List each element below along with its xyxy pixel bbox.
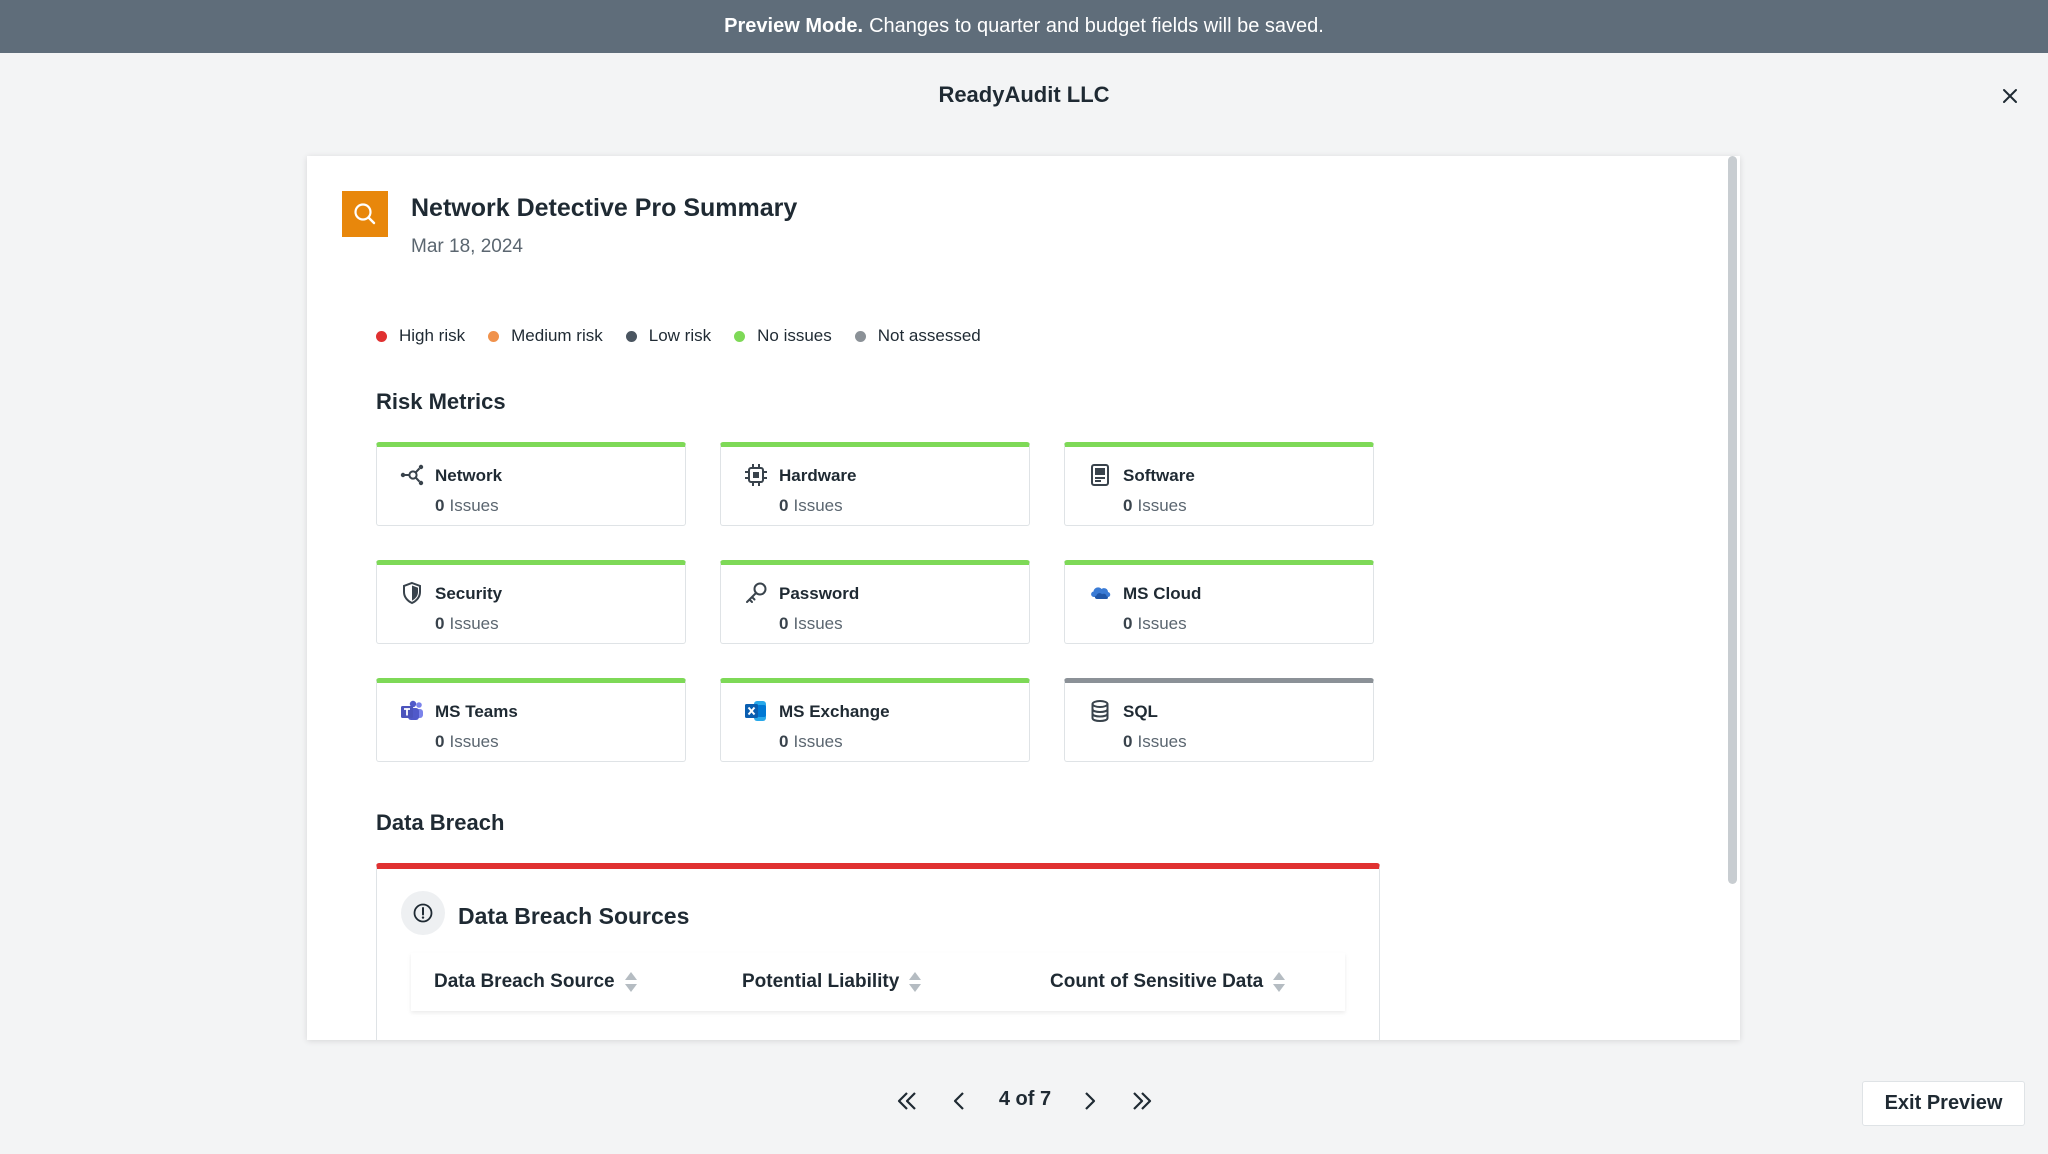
- preview-banner: Preview Mode. Changes to quarter and bud…: [0, 0, 2048, 53]
- metric-issue-count: 0 Issues: [435, 614, 499, 633]
- legend-low-risk: Low risk: [625, 326, 712, 346]
- preview-banner-bold: Preview Mode.: [724, 15, 864, 37]
- metric-name: MS Teams: [435, 702, 518, 721]
- legend-label: Not assessed: [877, 326, 981, 345]
- cloud-icon: [1087, 580, 1113, 606]
- report-title: Network Detective Pro Summary: [411, 194, 798, 222]
- legend-dot: [376, 330, 387, 342]
- metric-card-hardware[interactable]: Hardware 0 Issues: [720, 442, 1030, 526]
- legend-label: High risk: [399, 326, 466, 345]
- data-breach-table-header: Data Breach Source Potential Liability C…: [411, 953, 1345, 1011]
- teams-icon: [399, 698, 425, 724]
- info-circle-icon: [401, 891, 445, 935]
- legend-dot: [854, 330, 866, 342]
- metric-name: Software: [1123, 466, 1195, 485]
- legend-not-assessed: Not assessed: [854, 326, 981, 346]
- double-chevron-left-icon: [897, 1092, 916, 1110]
- report-date: Mar 18, 2024: [411, 236, 523, 257]
- shield-icon: [399, 580, 425, 606]
- database-icon: [1087, 698, 1113, 724]
- data-breach-panel: Data Breach Sources Data Breach Source P…: [376, 863, 1380, 1040]
- data-breach-heading: Data Breach: [376, 810, 505, 835]
- metric-issue-count: 0 Issues: [779, 496, 843, 515]
- company-title: ReadyAudit LLC: [938, 82, 1110, 107]
- metric-issue-count: 0 Issues: [1123, 496, 1187, 515]
- page-indicator: 4 of 7: [998, 1088, 1052, 1110]
- metric-issue-count: 0 Issues: [435, 496, 499, 515]
- chip-icon: [743, 462, 769, 488]
- network-icon: [399, 462, 425, 488]
- legend-label: Medium risk: [511, 326, 603, 345]
- legend-dot: [734, 330, 746, 342]
- metric-card-ms-teams[interactable]: MS Teams 0 Issues: [376, 678, 686, 762]
- metric-name: Password: [779, 584, 860, 603]
- risk-metrics-grid: Network 0 Issues Hardware 0 Issues: [376, 442, 1374, 762]
- key-icon: [743, 580, 769, 606]
- column-header-potential-liability[interactable]: Potential Liability: [742, 971, 922, 993]
- double-chevron-right-icon: [1133, 1092, 1152, 1110]
- metric-name: Network: [435, 466, 503, 485]
- preview-banner-text: Changes to quarter and budget fields wil…: [869, 15, 1324, 37]
- chevron-left-icon: [953, 1092, 964, 1110]
- metric-card-network[interactable]: Network 0 Issues: [376, 442, 686, 526]
- report-page: Network Detective Pro Summary Mar 18, 20…: [307, 156, 1740, 1040]
- metric-name: Hardware: [779, 466, 857, 485]
- metric-card-security[interactable]: Security 0 Issues: [376, 560, 686, 644]
- legend-medium-risk: Medium risk: [488, 326, 603, 346]
- data-breach-panel-title: Data Breach Sources: [458, 903, 690, 929]
- exchange-icon: [743, 698, 769, 724]
- software-icon: [1087, 462, 1113, 488]
- metric-name: MS Exchange: [779, 702, 890, 721]
- metric-card-software[interactable]: Software 0 Issues: [1064, 442, 1374, 526]
- first-page-button[interactable]: [892, 1086, 922, 1116]
- previous-page-button[interactable]: [945, 1086, 975, 1116]
- metric-issue-count: 0 Issues: [435, 732, 499, 751]
- metric-card-password[interactable]: Password 0 Issues: [720, 560, 1030, 644]
- legend-label: Low risk: [648, 326, 712, 345]
- metric-issue-count: 0 Issues: [1123, 614, 1187, 633]
- sort-icon: [908, 971, 922, 993]
- column-header-count-of-sensitive-data[interactable]: Count of Sensitive Data: [1050, 971, 1286, 993]
- risk-metrics-heading: Risk Metrics: [376, 389, 506, 414]
- sort-icon: [624, 971, 638, 993]
- metric-card-ms-cloud[interactable]: MS Cloud 0 Issues: [1064, 560, 1374, 644]
- next-page-button[interactable]: [1074, 1086, 1104, 1116]
- metric-name: MS Cloud: [1123, 584, 1202, 603]
- legend-dot: [625, 330, 637, 342]
- sort-icon: [1272, 971, 1286, 993]
- legend-dot: [488, 330, 500, 342]
- metric-name: SQL: [1123, 702, 1158, 721]
- metric-issue-count: 0 Issues: [1123, 732, 1187, 751]
- close-button[interactable]: [1998, 84, 2022, 108]
- metric-issue-count: 0 Issues: [779, 732, 843, 751]
- metric-card-ms-exchange[interactable]: MS Exchange 0 Issues: [720, 678, 1030, 762]
- legend-high-risk: High risk: [376, 326, 465, 346]
- column-header-data-breach-source[interactable]: Data Breach Source: [434, 971, 638, 993]
- legend-label: No issues: [757, 326, 832, 345]
- metric-name: Security: [435, 584, 503, 603]
- search-icon: [342, 191, 388, 237]
- metric-card-sql[interactable]: SQL 0 Issues: [1064, 678, 1374, 762]
- last-page-button[interactable]: [1127, 1086, 1157, 1116]
- exit-preview-button[interactable]: Exit Preview: [1862, 1081, 2025, 1126]
- page-navigation: 4 of 7: [0, 1082, 2048, 1118]
- report-scrollbar[interactable]: [1728, 156, 1737, 884]
- chevron-right-icon: [1085, 1092, 1096, 1110]
- legend-no-issues: No issues: [734, 326, 832, 346]
- risk-legend: High risk Medium risk Low risk No issues…: [376, 326, 1004, 346]
- close-icon: [2003, 89, 2017, 103]
- metric-issue-count: 0 Issues: [779, 614, 843, 633]
